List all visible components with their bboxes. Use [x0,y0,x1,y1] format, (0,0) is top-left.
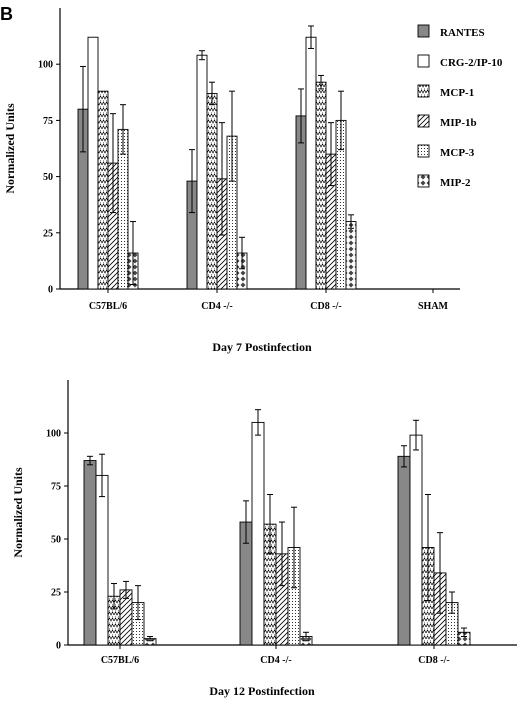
y-tick-label: 25 [51,588,61,599]
bar-rantes [397,455,411,646]
legend-label: MCP-1 [440,87,474,99]
y-tick-label: 100 [38,60,53,71]
panel-label: B [0,4,13,24]
bar-mcp-1 [206,92,218,290]
legend-label: MIP-1b [440,117,477,129]
legend-label: MIP-2 [440,177,471,189]
x-tick-label: SHAM [418,301,449,312]
legend-swatch [417,144,430,158]
y-tick-label: 0 [56,641,61,652]
legend-swatch [417,54,430,68]
x-tick-label: C57BL/6 [101,655,139,666]
bar-crg-2-ip-10 [87,36,99,290]
bar-mip-2 [345,221,357,290]
chart-day7: 0 25 50 75 100 Normalized Units Day 7 Postinfe… [3,8,460,354]
legend-label: RANTES [440,27,485,39]
x-tick-label: C57BL/6 [89,301,127,312]
legend-swatch [417,24,430,38]
bar-rantes [83,460,97,646]
chart-day12: 0 25 50 75 100 Normalized Units Day 12 Postinf… [11,380,517,698]
y-tick-label: 50 [43,172,53,183]
legend-swatch [417,84,430,98]
y-tick-label: 50 [51,535,61,546]
chart-title: Day 12 Postinfection [209,684,315,698]
legend-swatch [417,114,430,128]
bar-crg-2-ip-10 [409,434,423,646]
x-tick-label: CD4 -/- [201,301,232,312]
y-tick-label: 0 [48,285,53,296]
bar-mcp-1 [97,90,109,290]
y-axis-title: Normalized Units [3,103,17,194]
bar-crg-2-ip-10 [251,421,265,646]
legend-label: MCP-3 [440,147,475,159]
y-tick-label: 75 [43,116,53,127]
bar-crg-2-ip-10 [305,36,317,290]
legend-swatch [417,174,430,188]
x-tick-label: CD8 -/- [418,655,449,666]
legend-label: CRG-2/IP-10 [440,57,503,69]
y-tick-label: 25 [43,228,53,239]
bar-mcp-1 [315,81,327,290]
legend: RANTES CRG-2/IP-10 MCP-1 MIP-1b MCP-3 MIP-2 [417,24,503,189]
chart-title: Day 7 Postinfection [212,340,312,354]
y-tick-label: 100 [46,429,61,440]
y-tick-label: 75 [51,482,61,493]
x-tick-label: CD4 -/- [260,655,291,666]
y-axis-title: Normalized Units [11,467,25,558]
bar-crg-2-ip-10 [196,54,208,290]
bar-crg-2-ip-10 [95,474,109,646]
x-tick-label: CD8 -/- [310,301,341,312]
